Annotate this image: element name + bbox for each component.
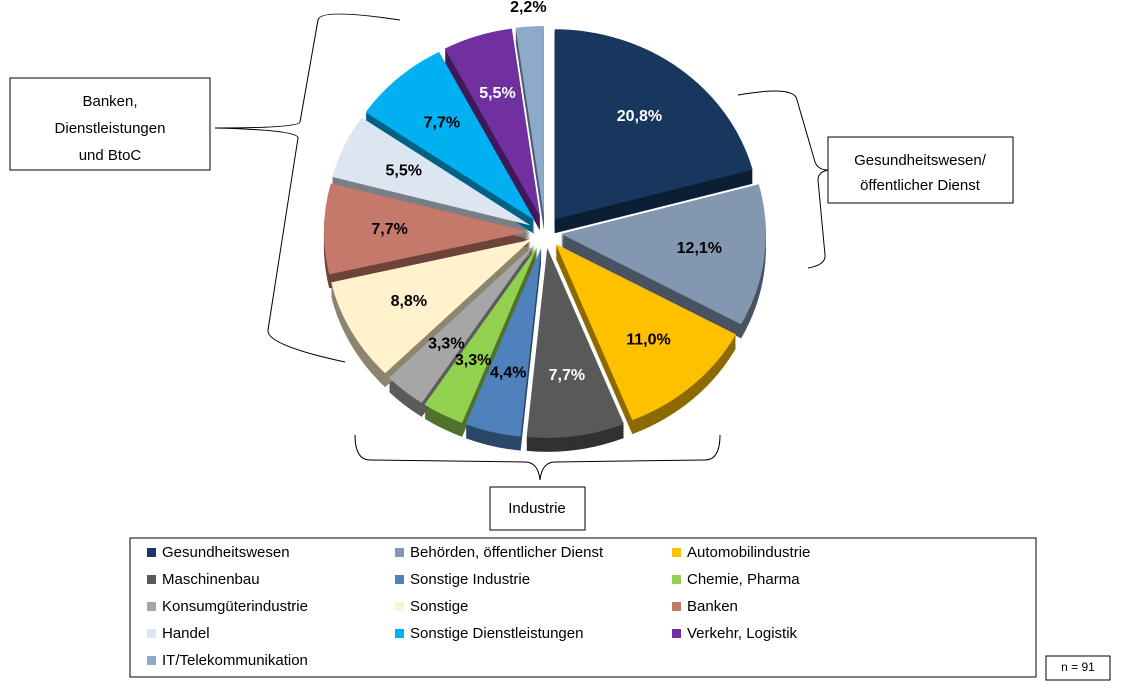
legend-label: Sonstige: [410, 598, 468, 615]
slice: [324, 183, 530, 275]
annotation-box: [9, 77, 211, 171]
data-label: 5,5%: [479, 85, 515, 102]
legend-label: Handel: [162, 625, 210, 642]
annotation-box: [1045, 655, 1111, 681]
data-label: 4,4%: [490, 364, 526, 381]
annotation: öffentlicher Dienst: [860, 177, 981, 194]
data-label: 5,5%: [386, 163, 422, 180]
slice: [331, 239, 531, 374]
slice: [554, 29, 753, 220]
legend-swatch: [672, 602, 681, 611]
data-label: 2,2%: [510, 0, 546, 16]
legend-swatch: [147, 575, 156, 584]
legend-label: Maschinenbau: [162, 571, 260, 588]
slice: [388, 244, 535, 403]
data-label: 12,1%: [677, 240, 722, 257]
legend-swatch: [147, 656, 156, 665]
legend-label: Chemie, Pharma: [687, 571, 800, 588]
slice: [444, 28, 541, 217]
legend-box: [129, 537, 1037, 678]
annotation-box: [827, 136, 1014, 204]
legend-swatch: [395, 602, 404, 611]
data-label: 7,7%: [371, 221, 407, 238]
legend-swatch: [147, 629, 156, 638]
legend-swatch: [672, 548, 681, 557]
data-label: 7,7%: [549, 367, 585, 384]
slice: [465, 247, 542, 437]
slice: [365, 51, 535, 221]
data-label: 3,3%: [455, 352, 491, 369]
slice: [555, 243, 736, 421]
annotation-box: [489, 486, 586, 531]
slice: [526, 247, 624, 438]
legend-swatch: [395, 575, 404, 584]
legend-swatch: [395, 629, 404, 638]
legend-label: Sonstige Industrie: [410, 571, 530, 588]
legend-label: Banken: [687, 598, 738, 615]
legend-label: Gesundheitswesen: [162, 544, 290, 561]
legend-label: IT/Telekommunikation: [162, 652, 308, 669]
slice: [332, 117, 531, 226]
pie: 20,8%12,1%11,0%7,7%4,4%3,3%3,3%8,8%7,7%5…: [324, 0, 766, 452]
annotation: Gesundheitswesen/: [854, 152, 987, 169]
annotation: n = 91: [1061, 660, 1095, 674]
brace: [214, 13, 401, 363]
legend-label: Automobilindustrie: [687, 544, 810, 561]
legend-label: Sonstige Dienstleistungen: [410, 625, 583, 642]
data-label: 11,0%: [626, 332, 670, 349]
legend-swatch: [672, 575, 681, 584]
slice: [424, 246, 538, 423]
legend-label: Konsumgüterindustrie: [162, 598, 308, 615]
legend-swatch: [147, 548, 156, 557]
data-label: 8,8%: [391, 293, 427, 310]
annotation: Industrie: [508, 500, 566, 517]
legend-label: Behörden, öffentlicher Dienst: [410, 544, 604, 561]
legend: Gesundheitswesen Behörden, öffentlicher D…: [147, 544, 810, 669]
annotation: Banken,: [82, 93, 137, 110]
legend-swatch: [395, 548, 404, 557]
legend-label: Verkehr, Logistik: [687, 625, 798, 642]
legend-swatch: [147, 602, 156, 611]
legend-swatch: [672, 629, 681, 638]
data-label: 3,3%: [428, 335, 464, 352]
data-label: 7,7%: [424, 115, 460, 132]
slice: [560, 184, 766, 325]
annotation: und BtoC: [79, 147, 142, 164]
annotation: Dienstleistungen: [55, 120, 166, 137]
data-label: 20,8%: [617, 108, 662, 125]
brace: [354, 434, 721, 481]
slice: [515, 26, 544, 217]
